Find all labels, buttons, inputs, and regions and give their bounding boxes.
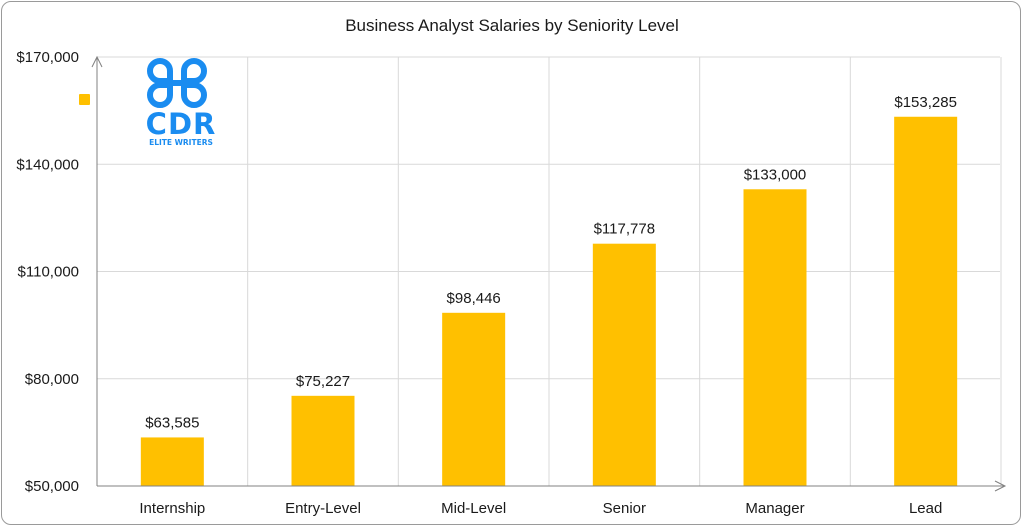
logo-mark-icon	[147, 58, 207, 108]
x-tick-label: Lead	[909, 500, 942, 517]
data-label: $63,585	[145, 414, 199, 431]
legend-swatch	[79, 94, 90, 105]
y-tick-label: $170,000	[16, 49, 79, 66]
axes	[91, 55, 1007, 492]
x-tick-label: Manager	[745, 500, 804, 517]
labels: $50,000 $80,000 $110,000 $140,000 $170,000 $6…	[16, 49, 957, 517]
cdr-logo: CDR ELITE WRITERS	[146, 58, 217, 147]
data-label: $98,446	[447, 290, 501, 307]
x-tick-label: Senior	[603, 500, 646, 517]
bar	[291, 395, 355, 486]
bar	[442, 312, 506, 486]
y-tick-label: $140,000	[16, 156, 79, 173]
data-label: $117,778	[594, 221, 655, 238]
logo-main-text: CDR	[146, 107, 217, 141]
gridlines	[97, 56, 1002, 486]
data-label: $75,227	[296, 373, 350, 390]
bars	[140, 116, 958, 486]
y-tick-label: $50,000	[25, 478, 79, 495]
logo-sub-text: ELITE WRITERS	[149, 138, 213, 147]
x-tick-label: Internship	[139, 500, 205, 517]
x-tick-label: Entry-Level	[285, 500, 361, 517]
y-axis-arrow-icon	[91, 55, 103, 68]
data-label: $153,285	[894, 94, 957, 111]
y-tick-label: $110,000	[18, 264, 79, 281]
bar	[140, 437, 204, 486]
bar	[743, 189, 807, 486]
bar	[592, 243, 656, 486]
chart-title: Business Analyst Salaries by Seniority L…	[345, 16, 679, 35]
y-tick-label: $80,000	[25, 371, 79, 388]
data-label: $133,000	[744, 166, 807, 183]
bar	[894, 116, 958, 486]
x-tick-label: Mid-Level	[441, 500, 506, 517]
x-axis-arrow-icon	[994, 480, 1007, 492]
